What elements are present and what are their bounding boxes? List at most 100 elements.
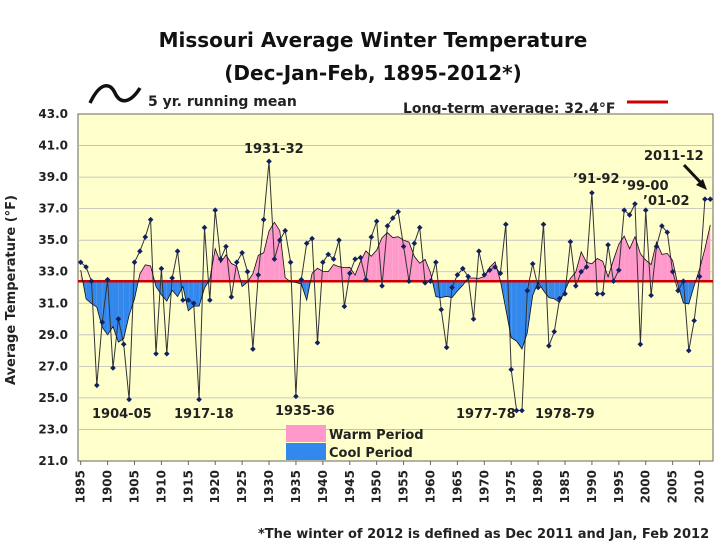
data-point-1909 [153, 350, 159, 357]
data-point-1983 [551, 328, 558, 335]
data-point-1904 [126, 396, 132, 403]
data-point-1911 [163, 350, 170, 357]
data-point-1930 [266, 158, 272, 165]
data-point-1900 [104, 276, 111, 283]
data-point-1946 [352, 256, 358, 262]
y-tick-label: 29.0 [38, 328, 68, 342]
running-mean-legend-label: 5 yr. running mean [148, 94, 297, 110]
data-point-1923 [228, 294, 235, 300]
data-point-1934 [287, 259, 294, 266]
data-point-1928 [255, 272, 262, 278]
data-point-2002 [653, 243, 660, 250]
cool-period-legend-swatch [286, 443, 326, 460]
data-point-1975 [508, 366, 514, 373]
y-axis-ticks: 21.0 23.0 25.0 27.0 29.0 31.0 33.0 35.0 37.0 39.0… [38, 107, 68, 468]
data-point-1940 [320, 259, 326, 266]
cool-period-segment [548, 281, 555, 299]
chart-title: Missouri Average Winter Temperature [159, 28, 588, 52]
data-point-1914 [180, 297, 186, 303]
warm-period-segment [392, 236, 399, 282]
data-point-2011 [702, 196, 708, 202]
data-point-1916 [190, 300, 197, 307]
data-point-1972 [492, 264, 498, 270]
data-point-2010 [696, 273, 703, 280]
data-point-1896 [83, 264, 89, 270]
data-point-1931 [271, 256, 278, 262]
data-point-1974 [503, 221, 509, 228]
x-tick-label: 1900 [101, 470, 115, 503]
data-point-1919 [207, 297, 213, 303]
data-point-1925 [239, 250, 245, 256]
data-point-1962 [438, 306, 445, 313]
data-point-1901 [110, 365, 116, 371]
chart-subtitle: (Dec-Jan-Feb, 1895-2012*) [224, 61, 521, 85]
data-point-1991 [594, 291, 601, 297]
data-point-2006 [675, 287, 681, 294]
x-tick-label: 1980 [531, 470, 545, 503]
warm-period-segment [274, 222, 280, 282]
data-point-1999 [637, 341, 644, 348]
data-point-1980 [535, 284, 541, 291]
warm-period-segment [355, 261, 361, 282]
data-point-1915 [185, 297, 192, 303]
data-point-2008 [685, 347, 692, 354]
data-point-1951 [379, 283, 385, 289]
data-point-1997 [626, 212, 633, 218]
data-point-1956 [406, 278, 412, 284]
data-point-2009 [691, 317, 697, 324]
y-tick-label: 33.0 [38, 265, 68, 279]
data-point-1978 [524, 287, 531, 294]
x-tick-label: 1935 [289, 470, 303, 503]
x-tick-label: 1950 [370, 470, 384, 503]
data-point-1954 [395, 208, 401, 215]
data-points [77, 158, 714, 414]
annotation-1935-36: 1935-36 [275, 404, 335, 419]
data-point-2000 [642, 207, 649, 214]
data-point-1908 [147, 216, 154, 223]
annotation-1977-78: 1977-78 [456, 407, 516, 422]
running-mean-legend-icon [88, 84, 142, 104]
x-tick-label: 2010 [693, 470, 707, 503]
warm-period-segment [333, 264, 339, 282]
y-tick-label: 41.0 [38, 139, 68, 153]
warm-period-segment [139, 264, 146, 282]
data-point-1921 [217, 256, 224, 262]
data-point-1966 [459, 265, 466, 272]
x-tick-label: 1920 [208, 470, 222, 503]
warm-period-segment [597, 258, 603, 282]
data-point-2001 [648, 292, 654, 299]
data-point-1987 [572, 283, 579, 289]
data-point-1936 [298, 276, 305, 283]
cool-period-segment [511, 281, 517, 342]
data-point-1917 [196, 396, 202, 403]
warm-period-segment [365, 250, 372, 282]
data-point-1965 [454, 272, 461, 278]
annotation-2011-12: 2011-12 [644, 149, 704, 164]
cool-period-segment [516, 281, 522, 350]
data-point-1973 [497, 270, 504, 277]
data-point-1971 [486, 267, 493, 273]
data-point-1969 [476, 248, 482, 255]
x-tick-label: 1985 [558, 470, 572, 503]
cool-period-segment [554, 281, 560, 303]
warm-period-segment [624, 236, 630, 282]
x-tick-label: 1975 [504, 470, 518, 503]
warm-period-segment [231, 263, 237, 282]
data-point-1995 [616, 267, 622, 273]
data-point-1913 [174, 248, 181, 255]
cool-period-segment [123, 281, 130, 339]
cool-period-segment [521, 281, 528, 350]
y-tick-label: 31.0 [38, 296, 68, 310]
warm-period-legend-label: Warm Period [329, 428, 424, 443]
data-point-1920 [212, 207, 219, 214]
cool-period-segment [96, 281, 103, 328]
y-tick-label: 35.0 [38, 233, 68, 247]
warm-period-segment [575, 251, 582, 282]
data-point-1949 [368, 234, 375, 240]
data-point-1905 [131, 259, 138, 266]
data-point-1958 [416, 224, 423, 231]
data-point-1910 [158, 265, 165, 272]
data-point-1960 [427, 278, 434, 284]
data-point-1927 [250, 346, 256, 352]
